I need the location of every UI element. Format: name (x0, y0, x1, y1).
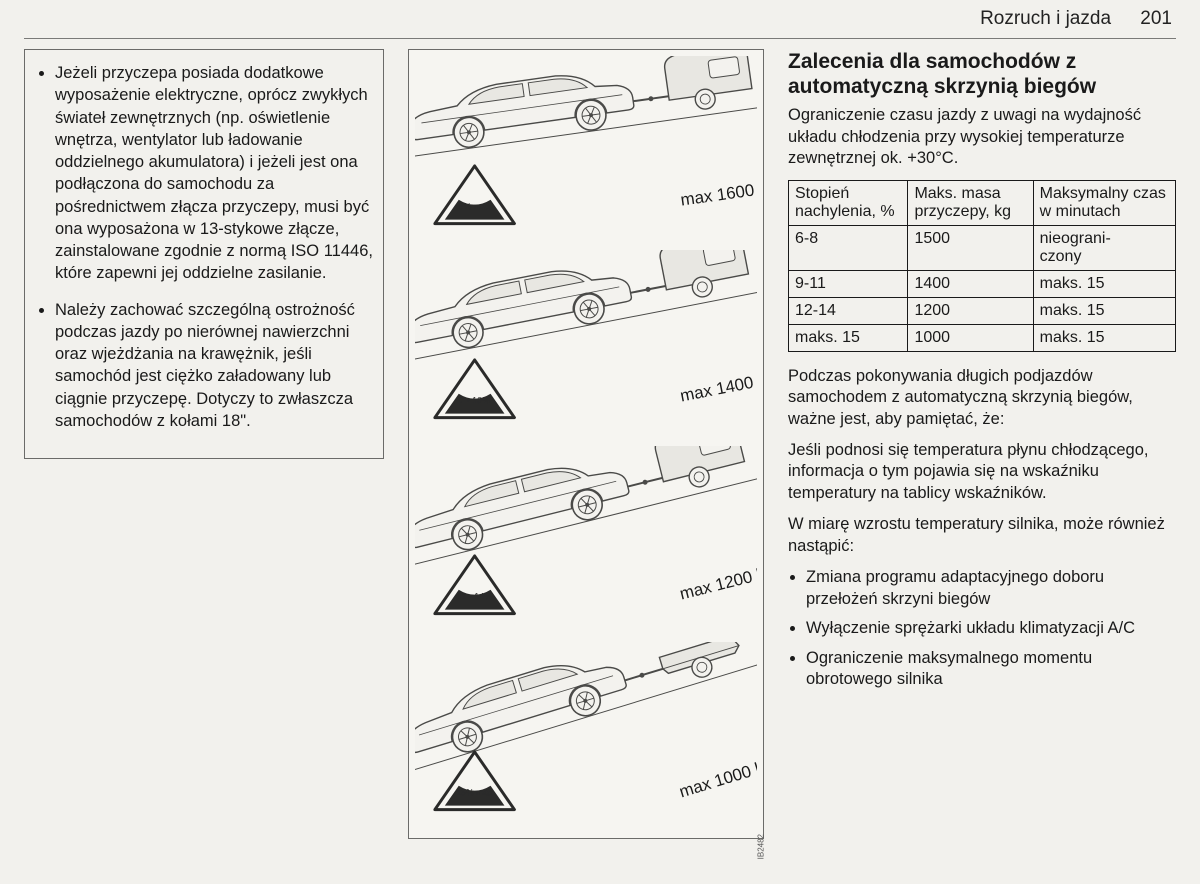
diagram-ref: IB2482 (756, 834, 765, 859)
page-header: Rozruch i jazda 201 (24, 8, 1176, 39)
content-row: Jeżeli przyczepa posiada dodatkowe wypos… (24, 49, 1176, 868)
left-box: Jeżeli przyczepa posiada dodatkowe wypos… (24, 49, 384, 459)
svg-text:6% max: 6% max (459, 202, 492, 212)
table-cell: maks. 15 (1033, 297, 1175, 324)
right-column: Zalecenia dla samochodów z automatyczną … (788, 49, 1176, 868)
table-row: maks. 151000maks. 15 (789, 324, 1176, 351)
svg-text:11 - 14%: 11 - 14% (457, 592, 492, 602)
left-bullet: Jeżeli przyczepa posiada dodatkowe wypos… (55, 62, 373, 285)
right-intro: Ograniczenie czasu jazdy z uwagi na wyda… (788, 105, 1176, 169)
right-heading: Zalecenia dla samochodów z automatyczną … (788, 49, 1176, 99)
middle-column: IB2482 (408, 49, 764, 868)
table-row: 6-81500nieograni-czony (789, 225, 1176, 270)
table-cell: 1500 (908, 225, 1033, 270)
table-cell: nieograni-czony (1033, 225, 1175, 270)
table-cell: maks. 15 (1033, 324, 1175, 351)
table-cell: 12-14 (789, 297, 908, 324)
right-bullet: Ograniczenie maksymalnego momentu obroto… (806, 648, 1176, 691)
panel-svg: 6% max max 1600 kg (415, 56, 757, 246)
table-header: Stopień nachylenia, % (789, 180, 908, 225)
svg-text:7 - 10%: 7 - 10% (459, 396, 490, 406)
max-weight-label: max 1200 kg (678, 562, 757, 604)
left-bullets: Jeżeli przyczepa posiada dodatkowe wypos… (39, 62, 373, 432)
right-bullet: Zmiana programu adaptacyjnego doboru prz… (806, 567, 1176, 610)
svg-text:15% max: 15% max (456, 788, 494, 798)
table-cell: 1400 (908, 270, 1033, 297)
max-weight-label: max 1000 kg (677, 755, 757, 801)
right-para: Jeśli podnosi się temperatura płynu chło… (788, 440, 1176, 504)
page-number: 201 (1140, 8, 1172, 29)
towing-diagram: IB2482 (408, 49, 764, 839)
diagram-panel: 7 - 10% max 1400 kg (415, 250, 757, 440)
right-bullet: Wyłączenie sprężarki układu klimatyzacji… (806, 618, 1176, 639)
table-cell: maks. 15 (1033, 270, 1175, 297)
table-cell: 1000 (908, 324, 1033, 351)
diagram-panel: 11 - 14% max 1200 kg (415, 446, 757, 636)
table-cell: 1200 (908, 297, 1033, 324)
table-cell: 6-8 (789, 225, 908, 270)
table-header: Maks. masa przyczepy, kg (908, 180, 1033, 225)
max-weight-label: max 1600 kg (679, 177, 757, 209)
table-row: 12-141200maks. 15 (789, 297, 1176, 324)
table-cell: maks. 15 (789, 324, 908, 351)
table-cell: 9-11 (789, 270, 908, 297)
right-bullets: Zmiana programu adaptacyjnego doboru prz… (788, 567, 1176, 690)
table-row: 9-111400maks. 15 (789, 270, 1176, 297)
max-weight-label: max 1400 kg (679, 368, 757, 405)
manual-page: Rozruch i jazda 201 Jeżeli przyczepa pos… (0, 0, 1200, 884)
diagram-panel: 6% max max 1600 kg (415, 56, 757, 246)
panel-svg: 15% max max 1000 kg (415, 642, 757, 832)
table-header: Maksymalny czas w minutach (1033, 180, 1175, 225)
left-bullet: Należy zachować szczególną ostrożność po… (55, 299, 373, 433)
panel-svg: 11 - 14% max 1200 kg (415, 446, 757, 636)
panel-svg: 7 - 10% max 1400 kg (415, 250, 757, 440)
right-para: Podczas pokonywania długich podjazdów sa… (788, 366, 1176, 430)
limits-table: Stopień nachylenia, %Maks. masa przyczep… (788, 180, 1176, 352)
diagram-panel: 15% max max 1000 kg (415, 642, 757, 832)
right-para: W miarę wzrostu temperatury silnika, moż… (788, 514, 1176, 557)
section-title: Rozruch i jazda (980, 8, 1111, 29)
left-column: Jeżeli przyczepa posiada dodatkowe wypos… (24, 49, 384, 868)
